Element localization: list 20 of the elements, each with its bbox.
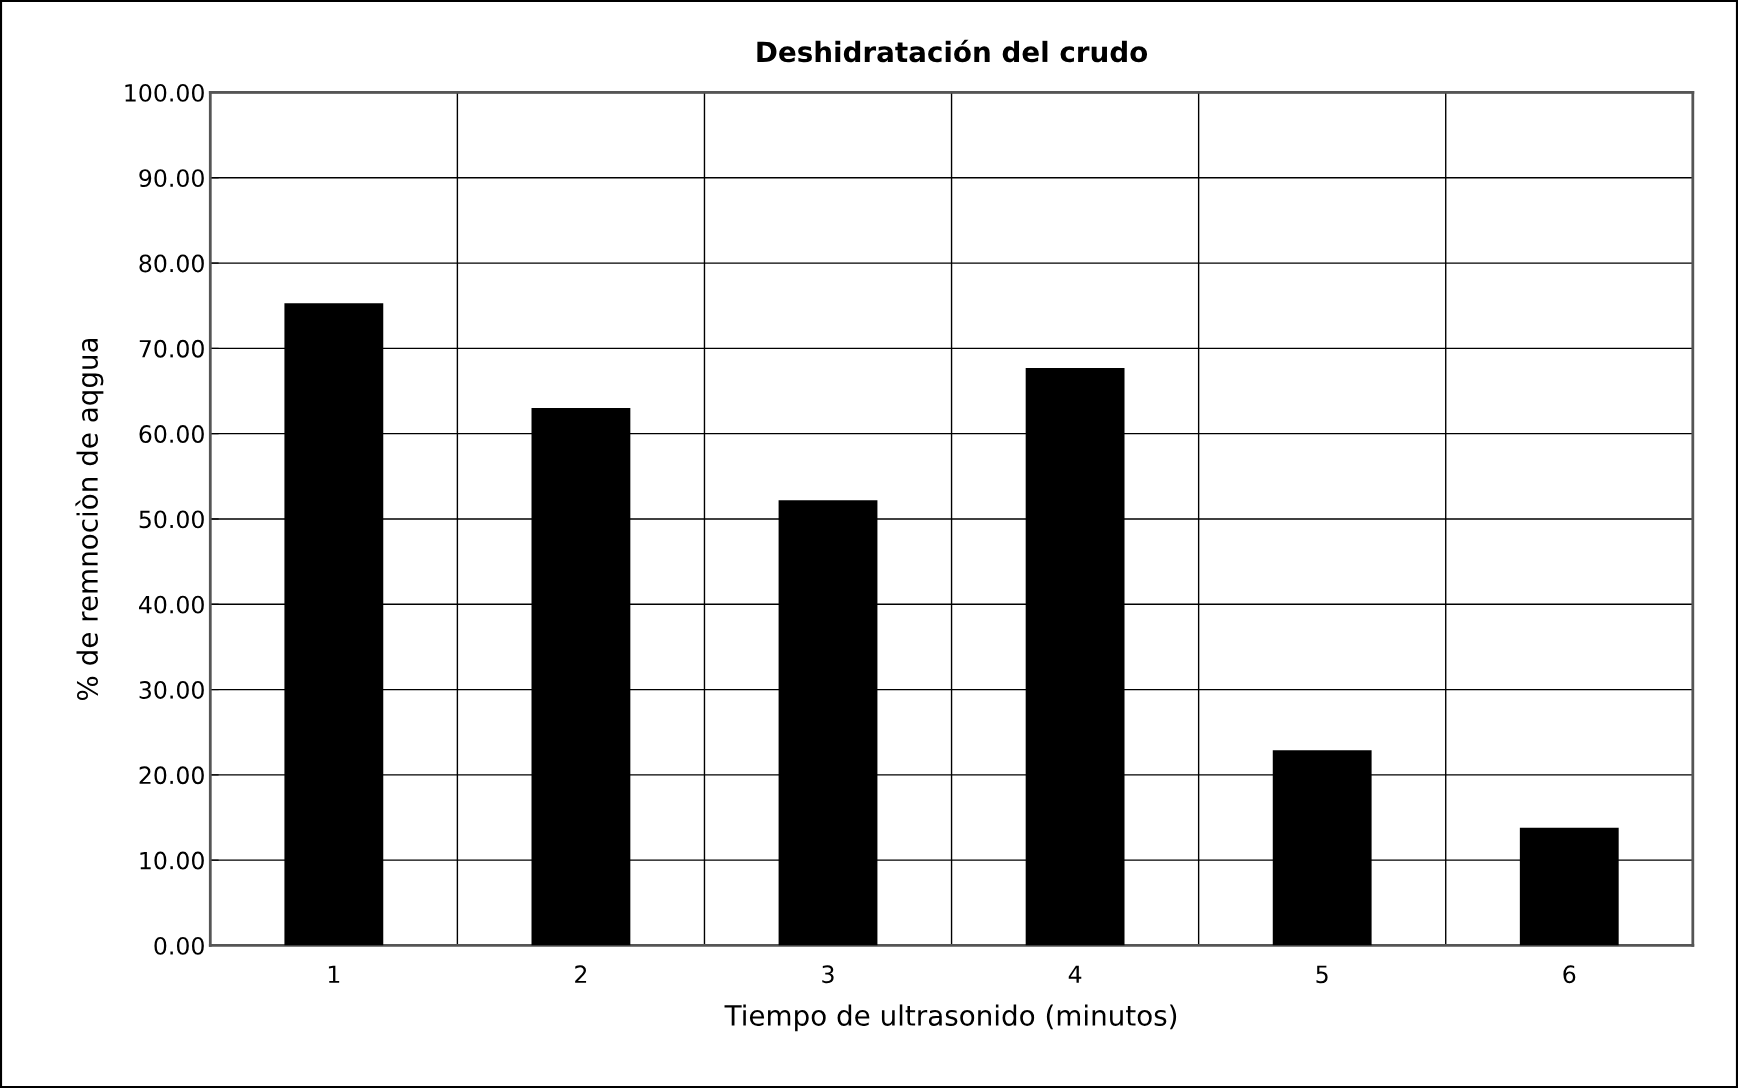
chart-title: Deshidratación del crudo [757,39,1148,63]
y-tick-label: 70.00 [139,339,204,358]
x-tick-label: 2 [575,965,587,983]
y-tick-label: 10.00 [140,851,204,870]
x-axis-title: Tiempo de ultrasonido (minutos) [724,1004,1177,1032]
x-tick-label: 6 [1563,965,1576,984]
y-tick-label: 80.00 [139,254,204,273]
y-tick-label: 100.00 [125,83,204,102]
y-tick-label: 50.00 [139,510,204,529]
y-axis-title: % de remnociòn de aqgua [75,338,104,701]
x-tick-label: 1 [328,965,340,983]
y-tick-label: 30.00 [139,681,204,699]
y-tick-label: 0.00 [154,936,204,955]
y-tick-label: 40.00 [139,595,204,614]
x-tick-label: 5 [1316,965,1328,984]
y-tick-label: 60.00 [139,425,204,443]
x-tick-label: 3 [822,965,834,984]
x-tick-label: 4 [1068,965,1082,983]
y-tick-label: 20.00 [139,766,204,785]
y-tick-label: 90.00 [139,169,204,188]
